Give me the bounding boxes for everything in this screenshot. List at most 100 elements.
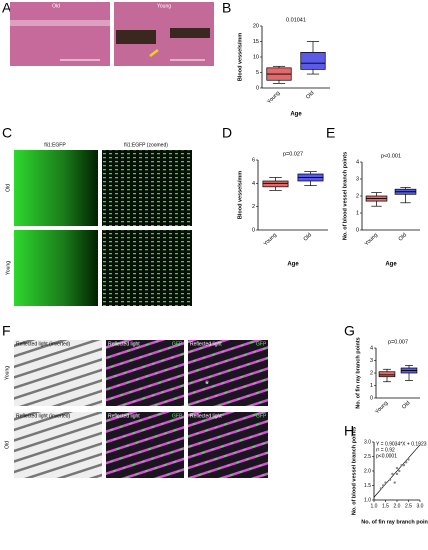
y-tick-label: 5 [256, 70, 259, 76]
y-tick-label: 6 [252, 157, 255, 163]
y-tick-label: 1.0 [364, 497, 371, 503]
annotation: p=0.007 [388, 339, 408, 345]
y-tick-label: 0 [356, 227, 359, 233]
y-tick-label: 15 [253, 39, 259, 45]
x-axis-label: Age [290, 112, 302, 118]
merged-image [188, 340, 268, 406]
row-label: Old [5, 184, 11, 192]
annotation: p=0.027 [283, 151, 303, 157]
y-axis-label: No. of blood vessel branch points [342, 152, 348, 240]
pigment [170, 28, 210, 38]
fluorescence-image [102, 150, 192, 226]
annotation: 0.01041 [286, 17, 306, 23]
point [379, 487, 383, 490]
fluorescence-image [102, 230, 192, 306]
image-label: Young [157, 3, 171, 9]
image-label: Old [52, 3, 60, 9]
y-tick-label: 3 [370, 358, 373, 364]
x-tick-label: Old [303, 232, 313, 242]
y-axis-label: Blood vessels/mm [237, 171, 243, 219]
x-axis-label: Age [385, 262, 397, 268]
x-tick-label: 2.0 [394, 503, 401, 509]
pigment [116, 30, 156, 44]
x-tick-label: 1.0 [371, 503, 378, 509]
x-tick-label: 1.5 [382, 503, 389, 509]
y-tick-label: 3.0 [364, 439, 371, 445]
y-tick-label: 0 [252, 227, 255, 233]
image-label: fli1:EGFP (zoomed) [124, 142, 168, 148]
point [402, 464, 406, 467]
point [395, 472, 399, 476]
x-tick-label: Young [374, 400, 389, 415]
y-tick-label: 2.5 [364, 454, 371, 460]
row-label: Young [5, 261, 11, 275]
x-tick-label: Young [364, 232, 379, 247]
panel-letter: D [222, 125, 232, 141]
image-label: Reflected light [190, 341, 222, 347]
x-tick-label: Young [266, 90, 281, 105]
merged-image [106, 340, 184, 406]
x-tick-label: 3.0 [417, 503, 424, 509]
point [391, 472, 394, 476]
arrow [149, 49, 159, 57]
star-marker: * [205, 380, 209, 391]
point [400, 464, 403, 467]
panel-letter: B [222, 0, 231, 16]
tissue-band [10, 20, 110, 26]
y-tick-label: 1 [370, 383, 373, 389]
panel-letter: C [2, 125, 12, 141]
x-axis-label: Age [287, 262, 299, 268]
y-axis-label: No. of blood vessel branch points [351, 427, 357, 515]
point [384, 481, 387, 484]
y-tick-label: 4 [252, 181, 255, 187]
y-tick-label: 2.0 [364, 468, 371, 474]
y-axis-label: No. of fin ray branch points [355, 337, 361, 409]
image-label: Reflected light [108, 413, 140, 419]
panel-letter: F [2, 323, 11, 339]
x-tick-label: Young [263, 232, 278, 247]
row-label: Young [4, 366, 10, 380]
fluorescence-image [14, 150, 98, 226]
annotation: p<0.0001 [376, 453, 397, 459]
x-tick-label: Old [305, 90, 315, 100]
panel-letter: G [344, 323, 355, 339]
x-tick-label: 2.5 [405, 503, 412, 509]
y-tick-label: 1 [356, 210, 359, 216]
image-label: Reflected light [190, 413, 222, 419]
point [407, 458, 410, 461]
y-tick-label: 2 [370, 370, 373, 376]
merged-image [188, 412, 268, 478]
box [262, 180, 289, 188]
x-tick-label: Old [401, 400, 411, 410]
y-tick-label: 3 [356, 176, 359, 182]
panel-letter: H [344, 423, 354, 439]
x-tick-label: Old [398, 232, 408, 242]
reflected-image [14, 340, 102, 406]
point [398, 469, 401, 473]
x-axis-label: No. of fin ray branch points [361, 519, 428, 525]
image-label: Reflected light [108, 341, 140, 347]
image-label: Reflected light (inverted) [16, 413, 71, 419]
histology-image [10, 2, 110, 66]
point [393, 481, 396, 484]
y-tick-label: 10 [253, 54, 259, 60]
y-tick-label: 0 [256, 85, 259, 91]
image-label: GFP [256, 413, 267, 419]
annotation: p<0.001 [381, 153, 401, 159]
y-tick-label: 4 [370, 345, 373, 351]
box [378, 371, 396, 378]
image-label: GFP [172, 413, 183, 419]
image-label: Reflected light (inverted) [16, 341, 71, 347]
y-tick-label: 20 [253, 23, 259, 29]
point [382, 484, 385, 487]
row-label: Old [4, 441, 10, 449]
point [388, 478, 392, 481]
box [300, 51, 326, 70]
point [405, 461, 408, 464]
y-axis-label: Blood vessels/mm [237, 33, 243, 81]
y-tick-label: 0 [370, 395, 373, 401]
y-tick-label: 2 [356, 193, 359, 199]
image-label: fli1:EGFP [44, 142, 66, 148]
y-tick-label: 2 [252, 204, 255, 210]
